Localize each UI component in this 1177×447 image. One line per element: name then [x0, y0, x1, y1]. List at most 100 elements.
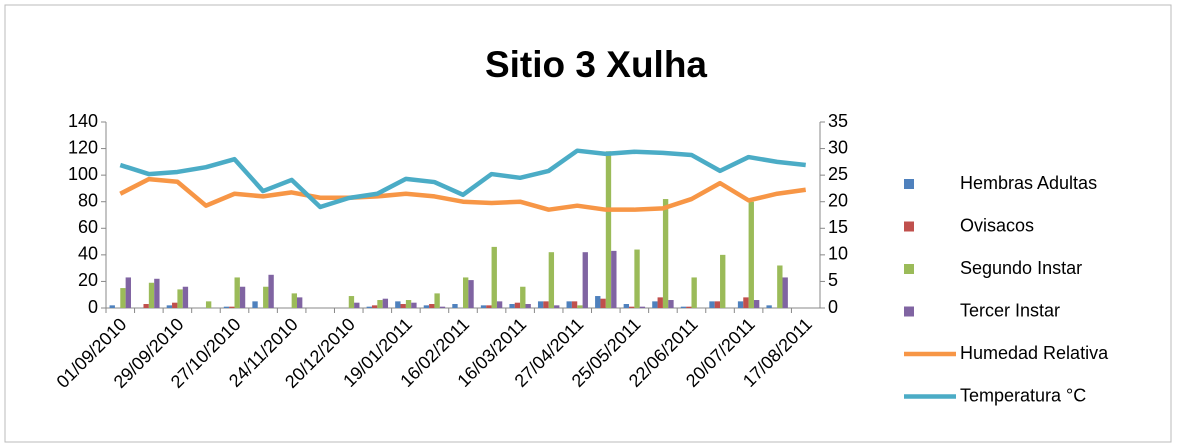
y2-tick-label: 30 [828, 137, 848, 157]
legend-label: Tercer Instar [960, 300, 1060, 320]
bar [491, 246, 497, 308]
bar [509, 304, 515, 308]
y-tick-label: 80 [78, 190, 98, 210]
bar [520, 286, 526, 308]
bar [371, 305, 378, 308]
bar [571, 301, 578, 308]
bar [291, 293, 297, 308]
y-tick-label: 20 [78, 270, 98, 290]
bar [234, 277, 240, 308]
bar [611, 250, 617, 308]
bar [566, 301, 572, 308]
y-tick-label: 100 [68, 164, 98, 184]
bar [605, 151, 612, 308]
bar [348, 296, 355, 308]
bar [720, 254, 726, 308]
bar [143, 304, 149, 308]
bar [537, 301, 544, 308]
y2-tick-label: 5 [828, 270, 838, 290]
bar [623, 304, 630, 308]
bar [377, 300, 383, 308]
bar [554, 305, 560, 308]
bar [548, 252, 555, 308]
bar [354, 302, 360, 308]
bar [577, 305, 583, 308]
bar [668, 300, 674, 308]
bar [429, 304, 435, 308]
bar [148, 282, 155, 308]
legend-swatch [904, 179, 914, 189]
y-tick-label: 120 [68, 137, 98, 157]
legend-swatch [904, 306, 914, 317]
bar [629, 306, 635, 308]
legend-swatch [904, 221, 914, 232]
y-tick-label: 0 [88, 297, 98, 317]
bar [582, 252, 588, 308]
bar [777, 265, 783, 308]
bar [480, 305, 487, 308]
bar [382, 298, 389, 308]
bar [263, 286, 269, 308]
bar [468, 280, 474, 308]
bar [766, 305, 772, 308]
y2-tick-label: 0 [828, 297, 838, 317]
bar [748, 201, 754, 308]
bar [463, 277, 469, 308]
chart-border [4, 4, 1172, 443]
y2-tick-label: 35 [828, 111, 848, 131]
bar [223, 306, 230, 308]
legend-label: Segundo Instar [960, 258, 1082, 278]
bar [543, 301, 549, 308]
bar [395, 301, 401, 308]
legend-label: Ovisacos [960, 215, 1034, 235]
bar [652, 301, 658, 308]
bar [268, 274, 274, 308]
bar [709, 301, 715, 308]
bar [714, 301, 721, 308]
bar [691, 277, 697, 308]
bar [405, 300, 412, 308]
bar [252, 301, 258, 308]
y-tick-label: 60 [78, 217, 98, 237]
legend-label: Hembras Adultas [960, 173, 1097, 193]
y2-tick-label: 10 [828, 244, 848, 264]
bar [496, 301, 503, 308]
bar [452, 304, 458, 308]
bar [600, 298, 606, 308]
bar [109, 305, 115, 308]
line [119, 176, 807, 212]
legend-label: Humedad Relativa [960, 343, 1109, 363]
bar [662, 199, 669, 308]
bar [514, 302, 521, 308]
bar [125, 277, 131, 308]
bar [595, 296, 601, 308]
bar [411, 302, 417, 308]
bar [743, 297, 749, 308]
line [119, 148, 806, 210]
bar [639, 306, 646, 308]
y-tick-label: 40 [78, 244, 98, 264]
y-tick-label: 140 [68, 111, 98, 131]
bar [166, 305, 173, 308]
bar [120, 288, 126, 308]
bar [737, 301, 744, 308]
bar [423, 305, 430, 308]
bar [296, 297, 303, 308]
chart-title: Sitio 3 Xulha [485, 44, 707, 85]
bar [486, 305, 492, 308]
bar [182, 286, 189, 308]
bar [177, 289, 183, 308]
bar [634, 249, 640, 308]
legend-label: Temperatura °C [960, 385, 1086, 405]
bar [782, 277, 788, 308]
bar [434, 293, 440, 308]
bar [172, 302, 178, 308]
bar [686, 306, 692, 308]
bar [154, 278, 160, 308]
bar [657, 297, 663, 308]
bar [400, 304, 406, 308]
bar [229, 306, 235, 308]
legend-swatch [904, 264, 914, 274]
y2-tick-label: 20 [828, 190, 848, 210]
